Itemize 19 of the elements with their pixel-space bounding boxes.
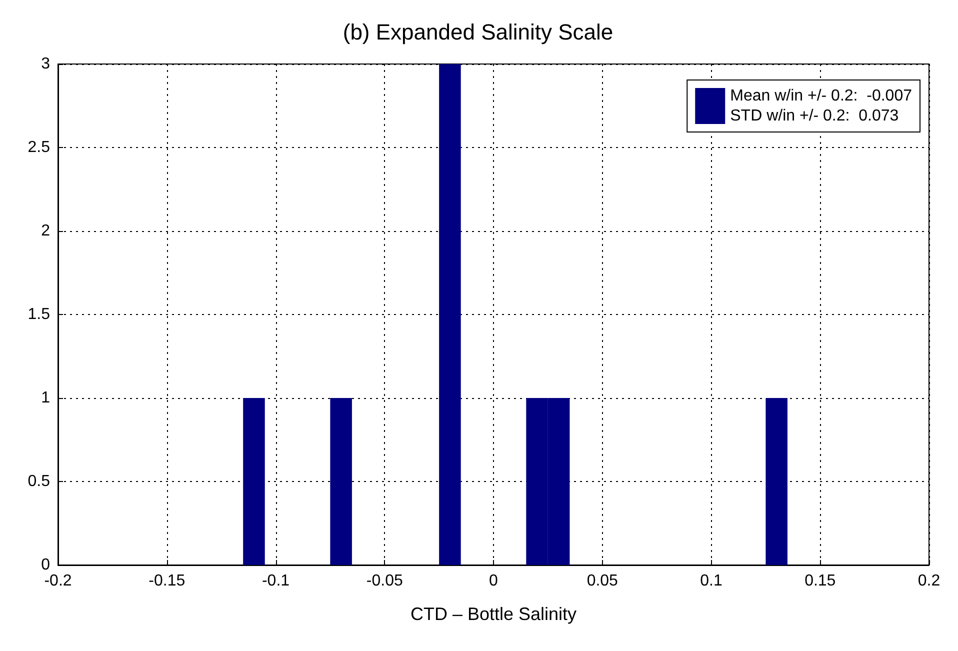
y-tick-label: 2: [41, 222, 50, 240]
x-tick-label: 0.2: [918, 572, 940, 590]
y-tick-label: 1: [41, 390, 50, 406]
x-tick-label: 0: [489, 572, 498, 590]
x-tick-label: 0.1: [700, 572, 722, 590]
legend-label: Mean w/in +/- 0.2: -0.007 STD w/in +/- 0.2: 0.073: [730, 88, 912, 124]
y-tick-label: 0: [41, 556, 50, 574]
x-tick-label: -0.1: [262, 572, 290, 590]
x-axis-title: CTD – Bottle Salinity: [410, 604, 577, 624]
x-tick-label: -0.15: [148, 572, 186, 590]
y-tick-label: 3: [41, 56, 50, 72]
y-tick-label: 2.5: [28, 139, 50, 156]
x-tick-label: -0.05: [366, 572, 403, 590]
y-tick-label: 0.5: [28, 473, 50, 490]
chart-title: (b) Expanded Salinity Scale: [342, 20, 614, 44]
x-tick-label: 0.05: [586, 572, 618, 590]
y-tick-label: 1.5: [28, 306, 50, 323]
x-tick-label: 0.15: [804, 572, 836, 590]
x-tick-label: -0.2: [44, 572, 72, 590]
